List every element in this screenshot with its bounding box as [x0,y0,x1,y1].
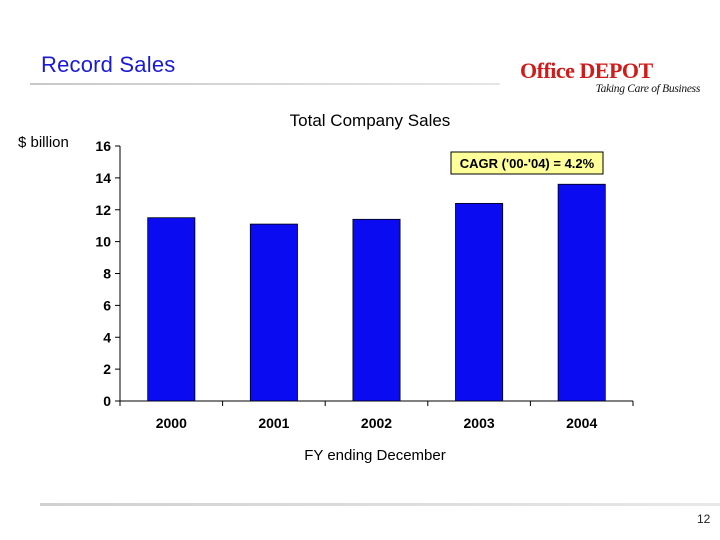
cagr-box [450,151,604,175]
logo-wordmark: Office DEPOT [520,58,653,83]
cagr-text: CAGR ('00-'04) = 4.2% [460,156,595,171]
y-tick-label: 8 [103,266,111,282]
cagr-annotation: CAGR ('00-'04) = 4.2% [450,151,604,175]
y-tick-label: 6 [103,297,111,313]
footer-divider [40,503,720,506]
slide-title: Record Sales [41,52,176,77]
logo-tagline: Taking Care of Business [595,83,701,95]
office-depot-logo: Office DEPOT Taking Care of Business [516,58,706,102]
y-tick-label: 12 [95,202,111,218]
y-axis-label: $ billion [18,134,69,151]
y-tick-label: 4 [103,329,111,345]
bar-2004 [557,183,606,402]
title-divider [30,83,500,85]
x-tick-label: 2001 [258,415,289,431]
y-tick-label: 16 [95,138,111,154]
bar-2000 [147,217,196,402]
plot-area: 0 2 4 6 8 10 12 14 16 2000 2001 2002 2003 2004 [95,138,634,431]
x-tick-label: 2002 [361,415,392,431]
bar-2003 [455,202,504,402]
bar-2001 [249,223,298,402]
x-tick-label: 2004 [566,415,597,431]
x-tick-label: 2003 [464,415,495,431]
bar-2002 [352,218,401,402]
x-tick-label: 2000 [156,415,187,431]
y-tick-label: 2 [103,361,111,377]
y-tick-label: 14 [95,170,111,186]
page-number: 12 [697,512,711,526]
y-tick-label: 0 [103,393,111,409]
x-axis-label: FY ending December [304,447,445,464]
y-tick-label: 10 [95,234,111,250]
chart-title: Total Company Sales [290,111,451,130]
